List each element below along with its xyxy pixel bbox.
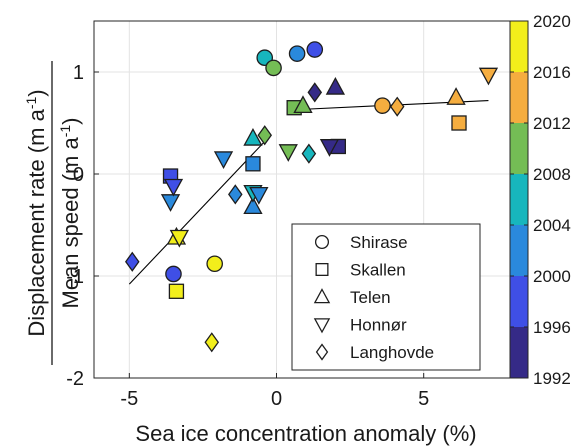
data-point-triangle-down (278, 144, 298, 162)
data-point-circle (265, 59, 282, 77)
data-point-square (451, 115, 467, 131)
data-point-triangle-down (169, 229, 190, 248)
data-point-diamond (124, 251, 140, 272)
colorbar-band (510, 276, 528, 327)
legend: Shirase Skallen Telen Honnør Langhovde (291, 223, 481, 371)
y-label-top-unit: m a (24, 108, 49, 145)
y-label-bottom-close: ) (58, 118, 83, 125)
data-point-triangle-down (213, 151, 234, 170)
colorbar-frame (509, 20, 529, 379)
y-tick-label: -2 (66, 368, 84, 390)
colorbar: 1992 1996 2000 2004 2008 2012 2016 2020 (509, 12, 571, 388)
data-point-circle (206, 255, 223, 273)
colorbar-tick-label: 2020 (533, 12, 571, 31)
legend-marker-triangle-up (313, 288, 331, 304)
colorbar-tick-label: 1996 (533, 318, 571, 337)
colorbar-band (510, 174, 528, 225)
colorbar-band (510, 225, 528, 276)
colorbar-tick-label: 2012 (533, 114, 571, 133)
data-point-triangle-up (325, 76, 346, 95)
data-point-diamond (228, 184, 243, 205)
data-point-triangle-down (319, 139, 340, 157)
legend-marker-circle (314, 234, 330, 250)
data-point-square (168, 283, 185, 299)
legend-label: Skallen (350, 261, 406, 280)
x-tick-label: 5 (418, 388, 429, 410)
data-point-triangle-up (293, 95, 313, 114)
data-point-diamond (257, 125, 273, 146)
colorbar-band (510, 72, 528, 123)
data-point-triangle-up (243, 127, 263, 146)
data-point-triangle-down (478, 67, 499, 86)
legend-marker-diamond (315, 343, 329, 361)
data-point-triangle-down (163, 178, 184, 197)
x-axis-ticks: -5 0 5 (120, 373, 429, 410)
y-tick-label: 1 (73, 62, 84, 84)
colorbar-tick-label: 2008 (533, 165, 571, 184)
data-point-triangle-down (249, 186, 269, 205)
data-point-circle (374, 97, 391, 114)
x-tick-label: 0 (271, 388, 282, 410)
y-axis-label-bottom: Mean speed (m a-1) (57, 118, 83, 309)
data-point-circle (306, 41, 324, 58)
y-label-bottom-unit: m a (58, 137, 83, 174)
data-point-triangle-up (446, 87, 466, 105)
colorbar-band (510, 327, 528, 378)
colorbar-tick-label: 1992 (533, 369, 571, 388)
y-label-top-close: ) (24, 89, 49, 96)
colorbar-band (510, 123, 528, 174)
data-point-circle (165, 265, 182, 283)
colorbar-tick-label: 2016 (533, 63, 571, 82)
legend-label: Honnør (350, 316, 407, 335)
legend-marker-square (315, 262, 329, 276)
data-point-diamond (204, 332, 220, 353)
y-label-bottom-prefix: Mean speed ( (58, 173, 83, 308)
data-point-diamond (307, 82, 323, 103)
y-tick-label: 0 (73, 164, 84, 186)
legend-marker-triangle-down (313, 318, 331, 334)
data-point-square (245, 156, 261, 172)
data-point-triangle-up (243, 196, 263, 215)
y-label-bottom-exp: -1 (57, 125, 73, 138)
y-axis-ticks: -2 -1 0 1 (66, 62, 99, 390)
data-point-circle (288, 45, 306, 62)
y-tick-label: -1 (66, 266, 84, 288)
data-point-triangle-down (160, 194, 181, 212)
legend-label: Langhovde (350, 343, 434, 362)
y-label-top-exp: -1 (23, 97, 39, 110)
colorbar-band (510, 21, 528, 72)
data-points (124, 41, 499, 353)
y-label-top-prefix: Displacement rate ( (24, 145, 49, 336)
x-axis-label: Sea ice concentration anomaly (%) (135, 421, 476, 446)
legend-label: Telen (350, 288, 391, 307)
y-axis-label: Displacement rate (m a-1) Mean speed (m … (23, 61, 83, 365)
legend-label: Shirase (350, 233, 408, 252)
x-tick-label: -5 (120, 388, 138, 410)
data-point-diamond (389, 96, 405, 117)
y-axis-label-top: Displacement rate (m a-1) (23, 89, 49, 336)
colorbar-tick-label: 2004 (533, 216, 571, 235)
colorbar-tick-label: 2000 (533, 267, 571, 286)
data-point-diamond (301, 143, 317, 164)
